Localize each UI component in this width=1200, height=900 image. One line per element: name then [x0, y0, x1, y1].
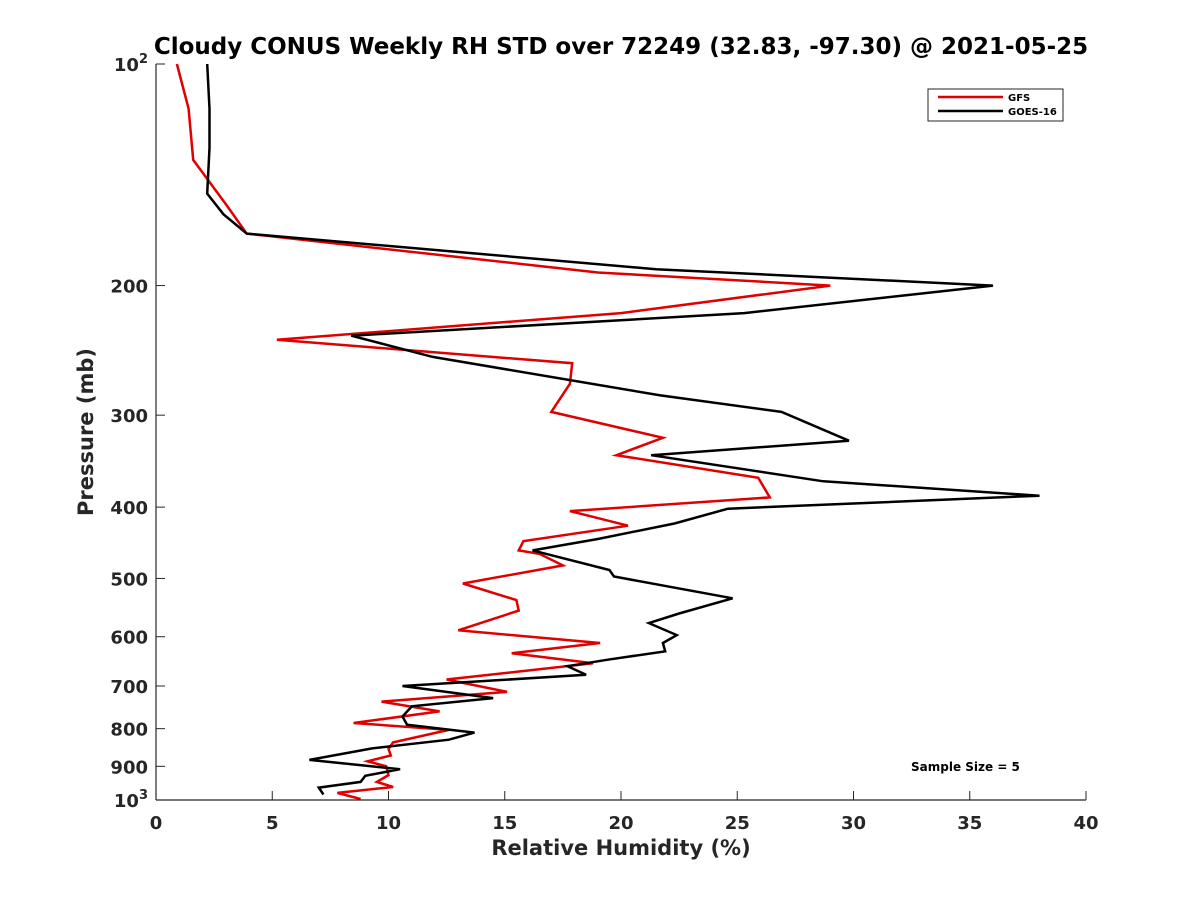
- legend-label-gfs: GFS: [1008, 93, 1030, 104]
- y-tick-label: 900: [110, 757, 148, 778]
- y-tick-label: 102: [114, 52, 148, 76]
- y-ticks: 102 200 300 400 500 600 700 800 900 103: [110, 52, 165, 812]
- sample-size-annotation: Sample Size = 5: [911, 760, 1020, 774]
- y-tick-label: 700: [110, 677, 148, 698]
- series-line-goes-16: [205, 63, 1040, 796]
- series-layer: [175, 63, 1040, 801]
- y-tick-label: 200: [110, 277, 148, 298]
- y-tick-label: 300: [110, 406, 148, 427]
- y-tick-label: 800: [110, 720, 148, 741]
- x-ticks: 0 5 10 15 20 25 30 35 40: [150, 791, 1099, 834]
- plot-area: [156, 64, 1086, 800]
- series-line-gfs: [175, 63, 831, 801]
- x-tick-label: 10: [376, 813, 401, 834]
- x-tick-label: 30: [841, 813, 866, 834]
- x-tick-label: 40: [1073, 813, 1098, 834]
- y-tick-label: 103: [114, 788, 148, 812]
- x-tick-label: 5: [266, 813, 279, 834]
- chart-title: Cloudy CONUS Weekly RH STD over 72249 (3…: [154, 34, 1088, 60]
- y-tick-label: 500: [110, 569, 148, 590]
- x-tick-label: 20: [608, 813, 633, 834]
- x-tick-label: 25: [725, 813, 750, 834]
- legend: GFS GOES-16: [927, 88, 1064, 122]
- x-axis-label: Relative Humidity (%): [491, 836, 750, 860]
- x-tick-label: 35: [957, 813, 982, 834]
- legend-label-goes16: GOES-16: [1008, 107, 1057, 118]
- y-tick-label: 600: [110, 628, 148, 649]
- y-axis-label: Pressure (mb): [74, 348, 98, 516]
- x-tick-label: 15: [492, 813, 517, 834]
- legend-box: [927, 88, 1064, 122]
- y-tick-label: 400: [110, 498, 148, 519]
- x-tick-label: 0: [150, 813, 163, 834]
